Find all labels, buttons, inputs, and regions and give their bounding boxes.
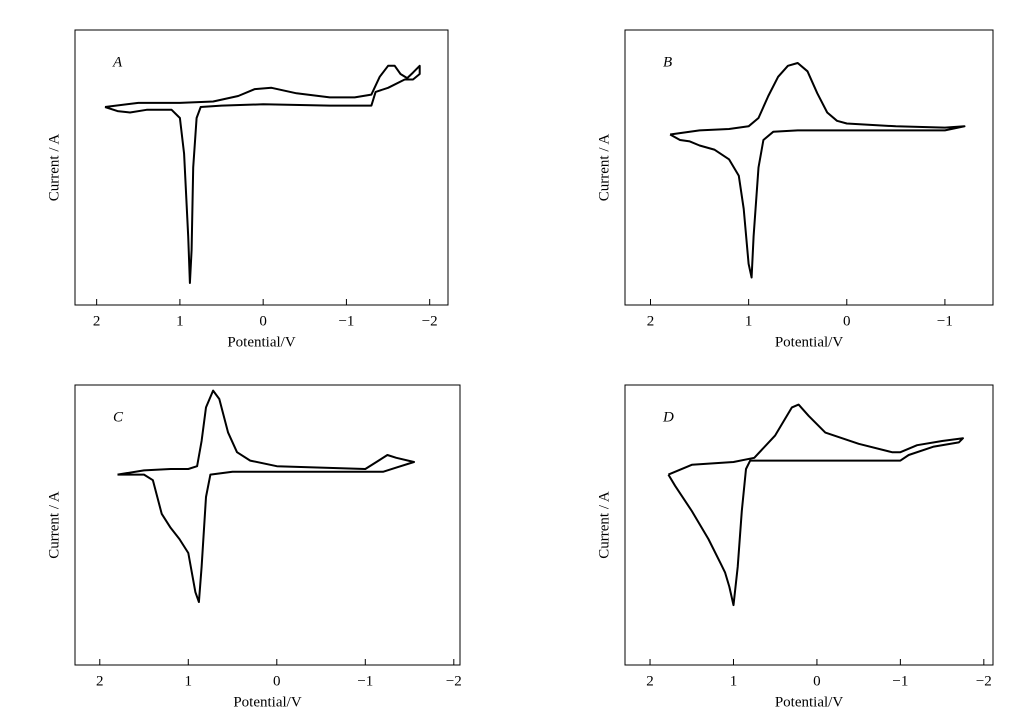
- panel-label: B: [663, 54, 672, 70]
- x-tick-label: 1: [185, 673, 193, 689]
- x-tick-label: 1: [745, 313, 753, 329]
- cv-curve: [669, 62, 966, 279]
- x-axis-label: Potential/V: [775, 694, 843, 707]
- x-tick-label: 2: [96, 673, 104, 689]
- plot-frame: [74, 384, 461, 666]
- x-tick-label: −2: [446, 673, 462, 689]
- x-tick-label: 2: [93, 313, 101, 329]
- x-tick-label: −2: [422, 313, 438, 329]
- x-tick-label: 0: [259, 313, 267, 329]
- plot-frame: [624, 384, 994, 666]
- cv-curve: [117, 389, 415, 603]
- x-tick-label: 0: [273, 673, 281, 689]
- x-tick-label: −1: [937, 313, 953, 329]
- y-axis-label: Current / A: [46, 491, 62, 559]
- x-axis-label: Potential/V: [233, 694, 301, 707]
- x-tick-label: −2: [976, 673, 992, 689]
- plot-frame: [624, 29, 994, 306]
- x-tick-label: 2: [646, 673, 654, 689]
- x-tick-label: 1: [730, 673, 738, 689]
- x-tick-label: −1: [338, 313, 354, 329]
- x-tick-label: 2: [647, 313, 655, 329]
- panel-label: A: [112, 54, 123, 70]
- x-tick-label: −1: [357, 673, 373, 689]
- x-tick-label: −1: [892, 673, 908, 689]
- x-axis-label: Potential/V: [227, 334, 295, 350]
- x-tick-label: 0: [813, 673, 821, 689]
- x-tick-label: 1: [176, 313, 184, 329]
- panel-label: D: [662, 409, 674, 425]
- y-axis-label: Current / A: [596, 134, 612, 202]
- cv-curve: [667, 403, 964, 607]
- y-axis-label: Current / A: [596, 491, 612, 559]
- cv-curve: [104, 64, 421, 284]
- panel-label: C: [113, 409, 124, 425]
- x-axis-label: Potential/V: [775, 334, 843, 350]
- y-axis-label: Current / A: [46, 134, 62, 202]
- x-tick-label: 0: [843, 313, 851, 329]
- plot-frame: [74, 29, 449, 306]
